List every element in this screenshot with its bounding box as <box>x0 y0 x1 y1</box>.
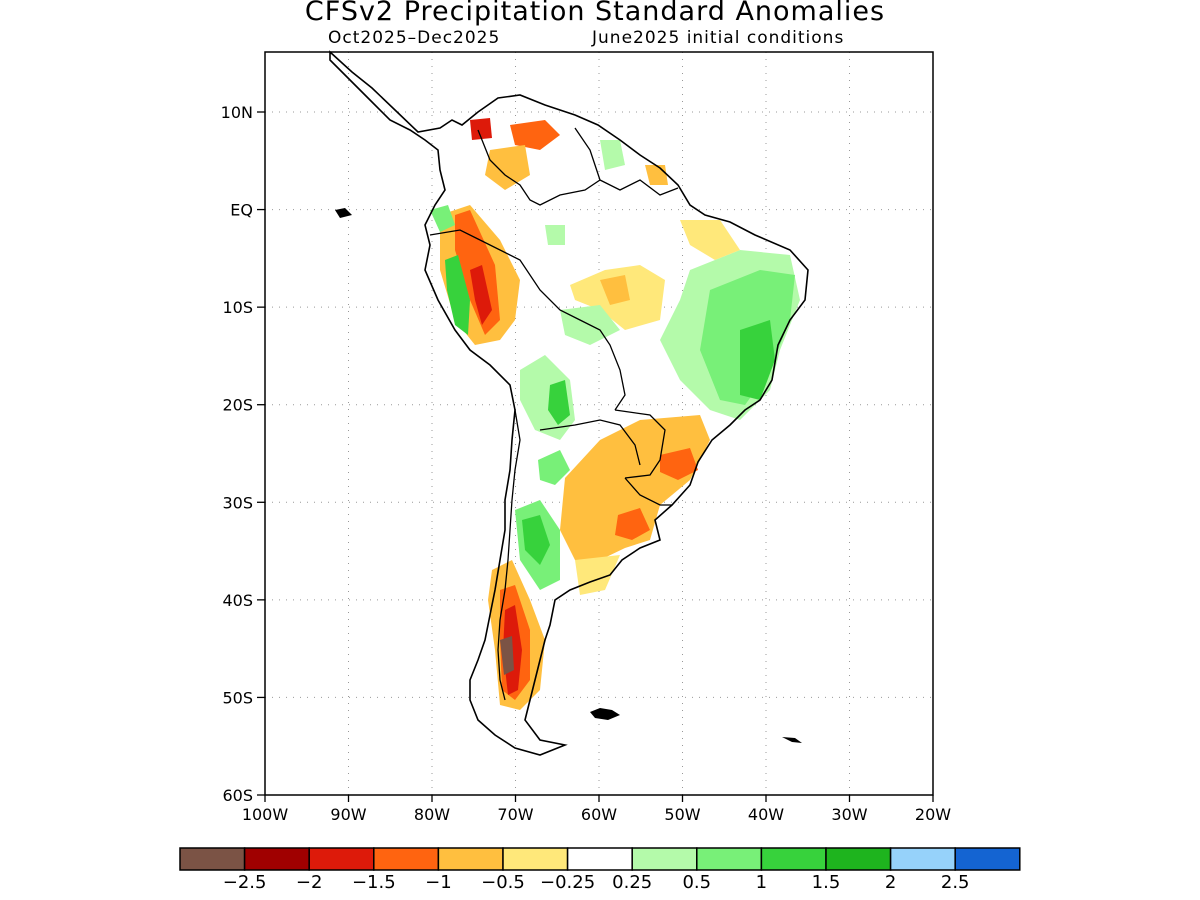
lon-label: 90W <box>330 805 366 824</box>
anomaly-wet-bolivia-core <box>548 380 570 425</box>
anomaly-wet-chaco <box>538 450 570 485</box>
lat-label: 10N <box>221 103 253 122</box>
colorbar <box>179 847 1021 871</box>
colorbar-label: −2.5 <box>223 872 267 893</box>
lon-label: 100W <box>242 805 289 824</box>
anomaly-dry-patagonia-max <box>500 636 514 675</box>
anomaly-dry-core-uruguay <box>615 508 650 540</box>
initial-conditions: June2025 initial conditions <box>592 28 845 48</box>
colorbar-swatch <box>954 847 1021 871</box>
anomaly-dry-southcentral <box>560 415 710 560</box>
anomaly-dry-colombia <box>470 118 492 140</box>
lon-label: 80W <box>414 805 450 824</box>
anomaly-wet-eastbrazil-core <box>740 320 775 400</box>
colorbar-swatch <box>566 847 633 871</box>
anomaly-dry-northeast <box>680 220 740 260</box>
anomaly-dry-northandes-strong <box>470 265 492 325</box>
colorbar-label: −1.5 <box>352 872 396 893</box>
colorbar-swatch <box>243 847 310 871</box>
anomaly-wet-andes-core <box>522 515 550 565</box>
border-colombia-venezuela <box>477 129 601 206</box>
lon-label: 50W <box>664 805 700 824</box>
lon-label: 20W <box>915 805 951 824</box>
lat-label: 50S <box>222 688 253 707</box>
border-venezuela-guyana <box>574 127 679 196</box>
border-brazil-paraguay <box>614 409 666 479</box>
anomaly-dry-core-southbrazil <box>660 448 698 480</box>
border-argentina-chile <box>497 409 521 701</box>
colorbar-label: 0.5 <box>682 872 711 893</box>
colorbar-label: −2 <box>296 872 323 893</box>
colorbar-label: −1 <box>425 872 452 893</box>
lat-label: 10S <box>222 298 253 317</box>
lon-label: 70W <box>497 805 533 824</box>
lat-label: 30S <box>222 493 253 512</box>
chart-title: CFSv2 Precipitation Standard Anomalies <box>304 0 886 27</box>
colorbar-swatch <box>760 847 827 871</box>
longitude-labels: 100W 90W 80W 70W 60W 50W 40W 30W 20W <box>242 805 951 824</box>
colorbar-label: 0.25 <box>612 872 652 893</box>
colorbar-label: 2.5 <box>941 872 970 893</box>
anomaly-dry-amazon-core <box>600 275 630 305</box>
colorbar-swatch <box>179 847 246 871</box>
colorbar-label: 1 <box>756 872 767 893</box>
border-peru-brazil <box>479 239 626 411</box>
lat-label: 20S <box>222 396 253 415</box>
border-argentina-bolivia <box>539 419 641 466</box>
colorbar-swatch <box>825 847 892 871</box>
anomaly-dry-venezuela <box>510 120 560 150</box>
coastline <box>329 50 809 756</box>
colorbar-swatch <box>696 847 763 871</box>
lat-label: 60S <box>222 786 253 805</box>
lon-label: 40W <box>748 805 784 824</box>
south-georgia <box>782 737 802 743</box>
galapagos-islands <box>335 208 352 218</box>
colorbar-label: −0.25 <box>540 872 595 893</box>
anomaly-wet-amazon <box>545 225 565 245</box>
lon-label: 30W <box>831 805 867 824</box>
colorbar-swatch <box>373 847 440 871</box>
border-brazil-uruguay <box>624 477 672 506</box>
lon-label: 60W <box>581 805 617 824</box>
anomaly-wet-northandes <box>445 255 470 335</box>
colorbar-label: −0.5 <box>481 872 525 893</box>
south-america-outline <box>329 50 809 756</box>
border-ecuador-peru <box>429 229 481 241</box>
colorbar-label: 2 <box>885 872 896 893</box>
colorbar-swatch <box>502 847 569 871</box>
colorbar-swatch <box>889 847 956 871</box>
anomaly-dry-pale-south <box>575 555 620 595</box>
colorbar-swatch <box>437 847 504 871</box>
anomaly-dry-venezuela-south <box>485 145 530 190</box>
lat-label: 40S <box>222 591 253 610</box>
axis-ticks <box>257 111 934 802</box>
falkland-islands <box>590 708 620 720</box>
lat-label: EQ <box>230 201 253 220</box>
colorbar-labels: −2.5 −2 −1.5 −1 −0.5 −0.25 0.25 0.5 1 1.5 2 2.5 <box>223 872 970 893</box>
colorbar-label: 1.5 <box>812 872 841 893</box>
anomaly-wet-ecuador <box>430 205 455 232</box>
colorbar-swatch <box>308 847 375 871</box>
colorbar-swatch <box>631 847 698 871</box>
anomaly-shading <box>430 118 800 710</box>
latitude-labels: 10N EQ 10S 20S 30S 40S 50S 60S <box>221 103 253 805</box>
forecast-period: Oct2025–Dec2025 <box>328 28 501 48</box>
anomaly-wet-guyana <box>600 140 625 170</box>
